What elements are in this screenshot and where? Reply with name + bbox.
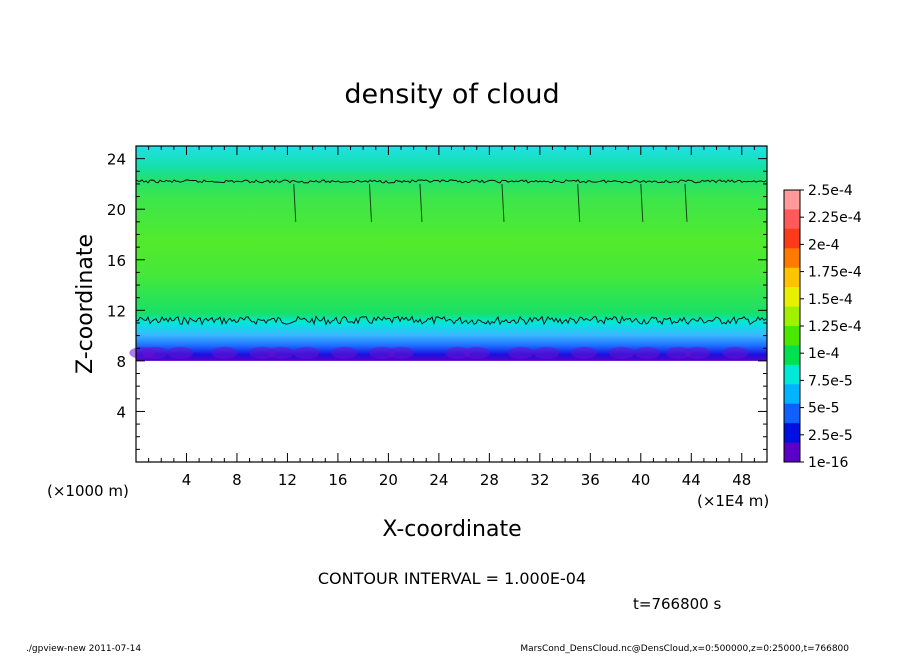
contour-streak [419,183,423,222]
colorbar-swatch [784,228,800,249]
y-tick-label: 20 [107,201,126,219]
colorbar-label: 1.5e-4 [808,292,853,308]
contour-streak [501,183,505,222]
footer-left: ./gpview-new 2011-07-14 [26,644,141,654]
contour-streak [684,183,688,222]
colorbar-label: 1.25e-4 [808,319,862,335]
cloud-base-bump [293,346,320,359]
cloud-base-bump [463,346,490,359]
cloud-base-bump [167,346,194,359]
colorbar: 2.5e-4 2.25e-4 2e-4 1.75e-4 1.5e-4 1.25e-4 1e-… [783,183,862,471]
colorbar-swatch [784,384,800,405]
colorbar-swatch [784,326,800,346]
x-tick-label: 32 [530,471,549,489]
contour-streak [293,183,297,222]
colorbar-swatch [784,345,800,366]
cloud-base-bump [684,346,711,359]
cloud-base-bump [369,346,396,359]
y-unit-label: (×1000 m) [47,482,129,500]
cloud-base-bump [722,346,749,359]
y-tick-label: 8 [116,353,126,371]
y-axis-label: Z-coordinate [73,234,98,374]
cloud-base-bump [571,346,598,359]
cloud-base-bump [533,346,560,359]
y-axis: 4 8 12 16 20 24 [107,151,767,450]
x-tick-label: 12 [278,471,297,489]
cloud-base-bump [444,346,471,359]
x-tick-label: 36 [581,471,600,489]
colorbar-label: 2.5e-4 [808,183,853,199]
x-axis-label: X-coordinate [382,517,521,542]
y-tick-label: 16 [107,252,126,270]
colorbar-swatch [784,403,800,424]
cloud-field [136,146,767,361]
chart-title: density of cloud [344,79,559,110]
contour-line [135,315,767,326]
cloud-base-bump [249,346,276,359]
x-tick-label: 44 [682,471,701,489]
contour-interval: CONTOUR INTERVAL = 1.000E-04 [318,569,586,588]
colorbar-swatch [784,364,800,385]
x-tick-label: 16 [328,471,347,489]
colorbar-label: 7.5e-5 [808,373,853,389]
x-tick-label: 48 [732,471,751,489]
colorbar-label: 2e-4 [808,237,840,253]
cloud-base-bump [608,346,635,359]
colorbar-label: 1e-16 [808,455,848,471]
contour-streak [368,183,372,222]
colorbar-label: 1.75e-4 [808,265,862,281]
x-tick-label: 40 [631,471,650,489]
colorbar-swatch [784,209,800,230]
cloud-base-bumps [129,346,749,359]
cloud-base-bump [388,346,415,359]
colorbar-swatch [784,248,800,269]
x-tick-label: 4 [182,471,192,489]
cloud-base-bump [211,346,238,359]
cloud-base-bump [665,346,692,359]
colorbar-swatch [784,190,800,210]
y-tick-label: 24 [107,151,126,169]
footer-right: MarsCond_DensCloud.nc@DensCloud,x=0:5000… [520,644,849,654]
colorbar-swatch [784,423,800,444]
y-tick-label: 4 [116,403,126,421]
colorbar-label: 2.5e-5 [808,428,853,444]
colorbar-label: 5e-5 [808,401,839,417]
colorbar-swatch [784,306,800,327]
colorbar-label: 2.25e-4 [808,210,862,226]
y-tick-label: 12 [107,302,126,320]
colorbar-swatch [784,267,800,288]
x-tick-label: 24 [429,471,448,489]
time-label: t=766800 s [633,595,721,613]
cloud-base-bump [268,346,295,359]
x-tick-label: 20 [379,471,398,489]
x-tick-label: 8 [232,471,242,489]
x-unit-label: (×1E4 m) [697,492,769,510]
x-tick-label: 28 [480,471,499,489]
contour-streak [577,183,581,222]
contour-lines [135,179,767,326]
contour-line [135,179,767,184]
x-axis: 4 8 12 16 20 24 28 32 36 40 44 48 [148,146,755,489]
cloud-base-bump [634,346,661,359]
colorbar-swatch [784,287,800,308]
cloud-base-bump [331,346,358,359]
cloud-base-bump [141,346,168,359]
contour-streak [640,183,644,222]
cloud-base-bump [507,346,534,359]
colorbar-swatch [784,442,800,463]
colorbar-label: 1e-4 [808,346,840,362]
